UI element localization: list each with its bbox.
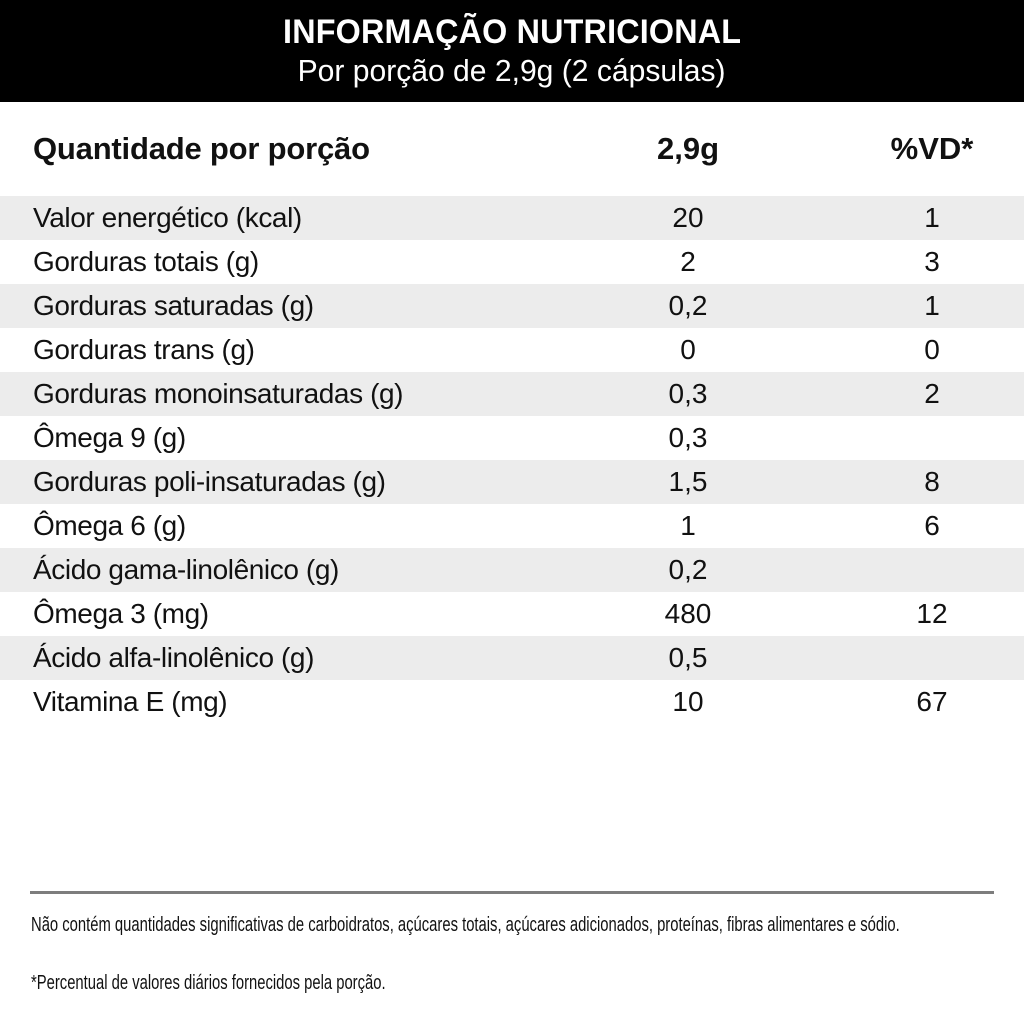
nutrient-name: Ômega 3 (mg) bbox=[33, 598, 209, 629]
nutrient-amount: 0,2 bbox=[668, 290, 708, 321]
table-row: Gorduras totais (g) 2 3 bbox=[0, 240, 1024, 284]
label-subtitle: Por porção de 2,9g (2 cápsulas) bbox=[298, 53, 726, 88]
nutrient-amount: 0 bbox=[680, 334, 696, 365]
table-row: Gorduras monoinsaturadas (g) 0,3 2 bbox=[0, 372, 1024, 416]
nutrient-name: Gorduras trans (g) bbox=[33, 334, 255, 365]
table-row: Valor energético (kcal) 20 1 bbox=[0, 196, 1024, 240]
nutrient-dv: 6 bbox=[924, 510, 940, 541]
table-row: Vitamina E (mg) 10 67 bbox=[0, 680, 1024, 724]
table-row: Ômega 6 (g) 1 6 bbox=[0, 504, 1024, 548]
nutrient-name: Vitamina E (mg) bbox=[33, 686, 228, 717]
column-header-quantity: Quantidade por porção bbox=[33, 131, 370, 166]
nutrient-amount: 2 bbox=[680, 246, 696, 277]
footnote-daily-values: *Percentual de valores diários fornecido… bbox=[31, 972, 386, 994]
table-header-row: Quantidade por porção 2,9g %VD* bbox=[0, 102, 1024, 196]
footer-divider bbox=[30, 891, 994, 894]
table-row: Ácido alfa-linolênico (g) 0,5 bbox=[0, 636, 1024, 680]
nutrient-dv: 8 bbox=[924, 466, 940, 497]
title-bar: INFORMAÇÃO NUTRICIONAL Por porção de 2,9… bbox=[0, 0, 1024, 102]
table-row: Ácido gama-linolênico (g) 0,2 bbox=[0, 548, 1024, 592]
table-row: Gorduras trans (g) 0 0 bbox=[0, 328, 1024, 372]
nutrient-dv: 1 bbox=[924, 290, 940, 321]
nutrient-amount: 0,3 bbox=[668, 422, 708, 453]
nutrient-name: Ácido alfa-linolênico (g) bbox=[33, 642, 315, 673]
nutrient-name: Ômega 6 (g) bbox=[33, 510, 186, 541]
nutrient-name: Gorduras totais (g) bbox=[33, 246, 259, 277]
nutrient-name: Gorduras monoinsaturadas (g) bbox=[33, 378, 404, 409]
table-row: Gorduras saturadas (g) 0,2 1 bbox=[0, 284, 1024, 328]
table-row: Ômega 3 (mg) 480 12 bbox=[0, 592, 1024, 636]
nutrient-amount: 10 bbox=[672, 686, 704, 717]
nutrient-amount: 20 bbox=[672, 202, 704, 233]
footnote-no-significant-amounts: Não contém quantidades significativas de… bbox=[31, 914, 900, 936]
nutrient-amount: 480 bbox=[664, 598, 712, 629]
column-header-amount: 2,9g bbox=[656, 131, 720, 166]
nutrient-name: Ácido gama-linolênico (g) bbox=[33, 554, 339, 585]
nutrient-dv: 67 bbox=[916, 686, 948, 717]
nutrient-dv: 2 bbox=[924, 378, 940, 409]
nutrient-amount: 0,3 bbox=[668, 378, 708, 409]
nutrient-amount: 0,2 bbox=[668, 554, 708, 585]
table-row: Gorduras poli-insaturadas (g) 1,5 8 bbox=[0, 460, 1024, 504]
nutrient-dv: 0 bbox=[924, 334, 940, 365]
nutrient-amount: 1,5 bbox=[668, 466, 708, 497]
nutrient-name: Ômega 9 (g) bbox=[33, 422, 186, 453]
label-title: INFORMAÇÃO NUTRICIONAL bbox=[282, 13, 742, 51]
nutrient-dv: 3 bbox=[924, 246, 940, 277]
column-header-dv: %VD* bbox=[890, 131, 974, 166]
nutrient-dv: 1 bbox=[924, 202, 940, 233]
nutrition-table-body: Valor energético (kcal) 20 1 Gorduras to… bbox=[0, 196, 1024, 724]
table-row: Ômega 9 (g) 0,3 bbox=[0, 416, 1024, 460]
nutrient-name: Valor energético (kcal) bbox=[33, 202, 302, 233]
nutrient-dv: 12 bbox=[916, 598, 948, 629]
nutrient-name: Gorduras poli-insaturadas (g) bbox=[33, 466, 386, 497]
nutrient-amount: 0,5 bbox=[668, 642, 708, 673]
nutrient-name: Gorduras saturadas (g) bbox=[33, 290, 314, 321]
nutrient-amount: 1 bbox=[680, 510, 696, 541]
